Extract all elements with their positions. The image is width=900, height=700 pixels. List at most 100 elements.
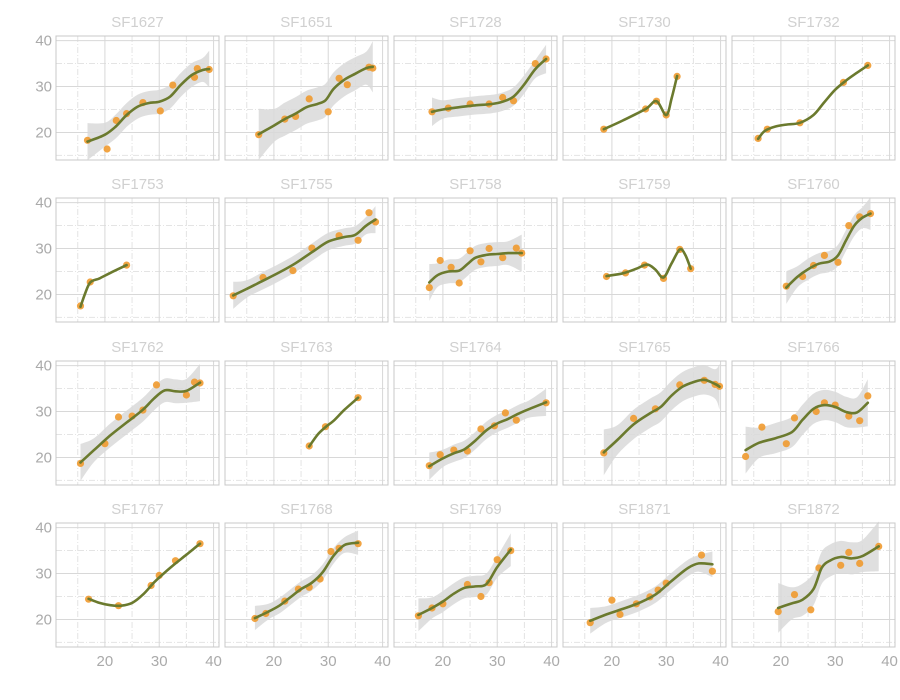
y-tick-label: 20 — [35, 449, 52, 466]
x-tick-label: 40 — [881, 653, 898, 670]
data-point — [343, 81, 351, 89]
smooth-line — [87, 542, 202, 608]
panel-border — [562, 35, 727, 161]
data-point — [774, 608, 782, 616]
data-point — [512, 416, 520, 424]
smooth-line — [307, 396, 360, 448]
x-tick-label: 40 — [712, 653, 729, 670]
data-point — [790, 414, 799, 422]
confidence-band — [429, 388, 547, 480]
data-point — [742, 452, 750, 461]
confidence-band — [87, 50, 210, 161]
confidence-band — [778, 521, 879, 633]
panel-border — [562, 360, 727, 486]
data-point — [608, 596, 616, 604]
smooth-line — [86, 67, 211, 143]
facet-panel-SF1753: SF1753 20 30 40 — [35, 176, 220, 323]
x-tick-label: 30 — [489, 653, 506, 670]
smooth-line — [79, 381, 202, 464]
facet-title: SF1627 — [111, 14, 164, 31]
data-point — [466, 247, 474, 255]
facet-panel-SF1728: SF1728 — [393, 14, 558, 161]
smooth-line — [605, 247, 692, 279]
facet-title: SF1759 — [618, 176, 671, 193]
facet-title: SF1767 — [111, 501, 164, 518]
facet-panel-SF1872: SF1872 20 30 40 — [731, 501, 898, 670]
x-tick-label: 40 — [374, 653, 391, 670]
data-point — [365, 209, 373, 217]
smooth-line — [79, 263, 128, 309]
facet-panel-SF1730: SF1730 — [562, 14, 727, 161]
smooth-line — [257, 65, 375, 136]
smooth-line — [756, 64, 870, 141]
facet-panel-SF1627: SF1627 20 30 40 — [35, 14, 220, 161]
panel-border — [393, 360, 558, 486]
facet-title: SF1732 — [787, 14, 840, 31]
y-tick-label: 40 — [35, 358, 52, 375]
facet-title: SF1871 — [618, 501, 671, 518]
smooth-line — [785, 212, 872, 289]
data-point — [103, 145, 111, 153]
panel-border — [393, 197, 558, 323]
y-tick-label: 30 — [35, 404, 52, 421]
data-point — [501, 409, 509, 417]
panel-border — [55, 360, 220, 486]
x-tick-label: 30 — [658, 653, 675, 670]
y-tick-label: 40 — [35, 33, 52, 50]
data-point — [499, 254, 507, 262]
facet-title: SF1872 — [787, 501, 840, 518]
smooth-line — [428, 401, 548, 468]
facet-panel-SF1768: SF1768 20 30 40 — [224, 501, 391, 670]
facet-panel-SF1760: SF1760 — [731, 176, 896, 323]
data-point — [845, 222, 853, 230]
panel-border — [224, 35, 389, 161]
data-point — [425, 284, 433, 292]
panel-border — [224, 360, 389, 486]
panel-border — [55, 197, 220, 323]
facet-panel-SF1651: SF1651 — [224, 14, 389, 161]
data-point — [837, 561, 845, 569]
data-point — [289, 267, 297, 275]
confidence-band — [603, 363, 720, 476]
data-point — [477, 425, 485, 433]
x-tick-label: 20 — [604, 653, 621, 670]
panel-border — [393, 522, 558, 648]
smooth-line — [602, 378, 721, 454]
smooth-line — [602, 74, 679, 131]
confidence-band — [432, 44, 547, 127]
y-tick-label: 20 — [35, 124, 52, 141]
facet-title: SF1762 — [111, 339, 164, 356]
confidence-band — [429, 234, 522, 301]
facet-panel-SF1766: SF1766 — [731, 339, 896, 486]
confidence-band — [80, 364, 200, 481]
panel-border — [55, 522, 220, 648]
facet-panel-SF1769: SF1769 20 30 40 — [393, 501, 560, 670]
data-point — [807, 606, 815, 614]
y-tick-label: 30 — [35, 79, 52, 96]
data-point — [477, 258, 485, 266]
x-tick-label: 30 — [151, 653, 168, 670]
facet-panel-SF1764: SF1764 — [393, 339, 558, 486]
smooth-line — [776, 545, 880, 610]
smooth-line — [588, 561, 714, 623]
facet-title: SF1766 — [787, 339, 840, 356]
panel-border — [731, 360, 896, 486]
data-point — [616, 610, 624, 619]
x-tick-label: 40 — [205, 653, 222, 670]
confidence-band — [786, 197, 871, 304]
facet-title: SF1763 — [280, 339, 333, 356]
y-tick-label: 30 — [35, 241, 52, 258]
facet-panel-SF1767: SF1767 20 30 40 20 30 40 — [35, 501, 222, 670]
data-point — [708, 567, 717, 575]
facet-title: SF1753 — [111, 176, 164, 193]
panel-border — [731, 197, 896, 323]
data-point — [845, 548, 853, 557]
x-tick-label: 40 — [543, 653, 560, 670]
panel-border — [731, 522, 896, 648]
facet-panel-SF1763: SF1763 — [224, 339, 389, 486]
confidence-band — [258, 41, 373, 160]
facet-title: SF1760 — [787, 176, 840, 193]
data-point — [114, 413, 123, 421]
data-point — [864, 392, 872, 400]
data-point — [697, 551, 706, 559]
